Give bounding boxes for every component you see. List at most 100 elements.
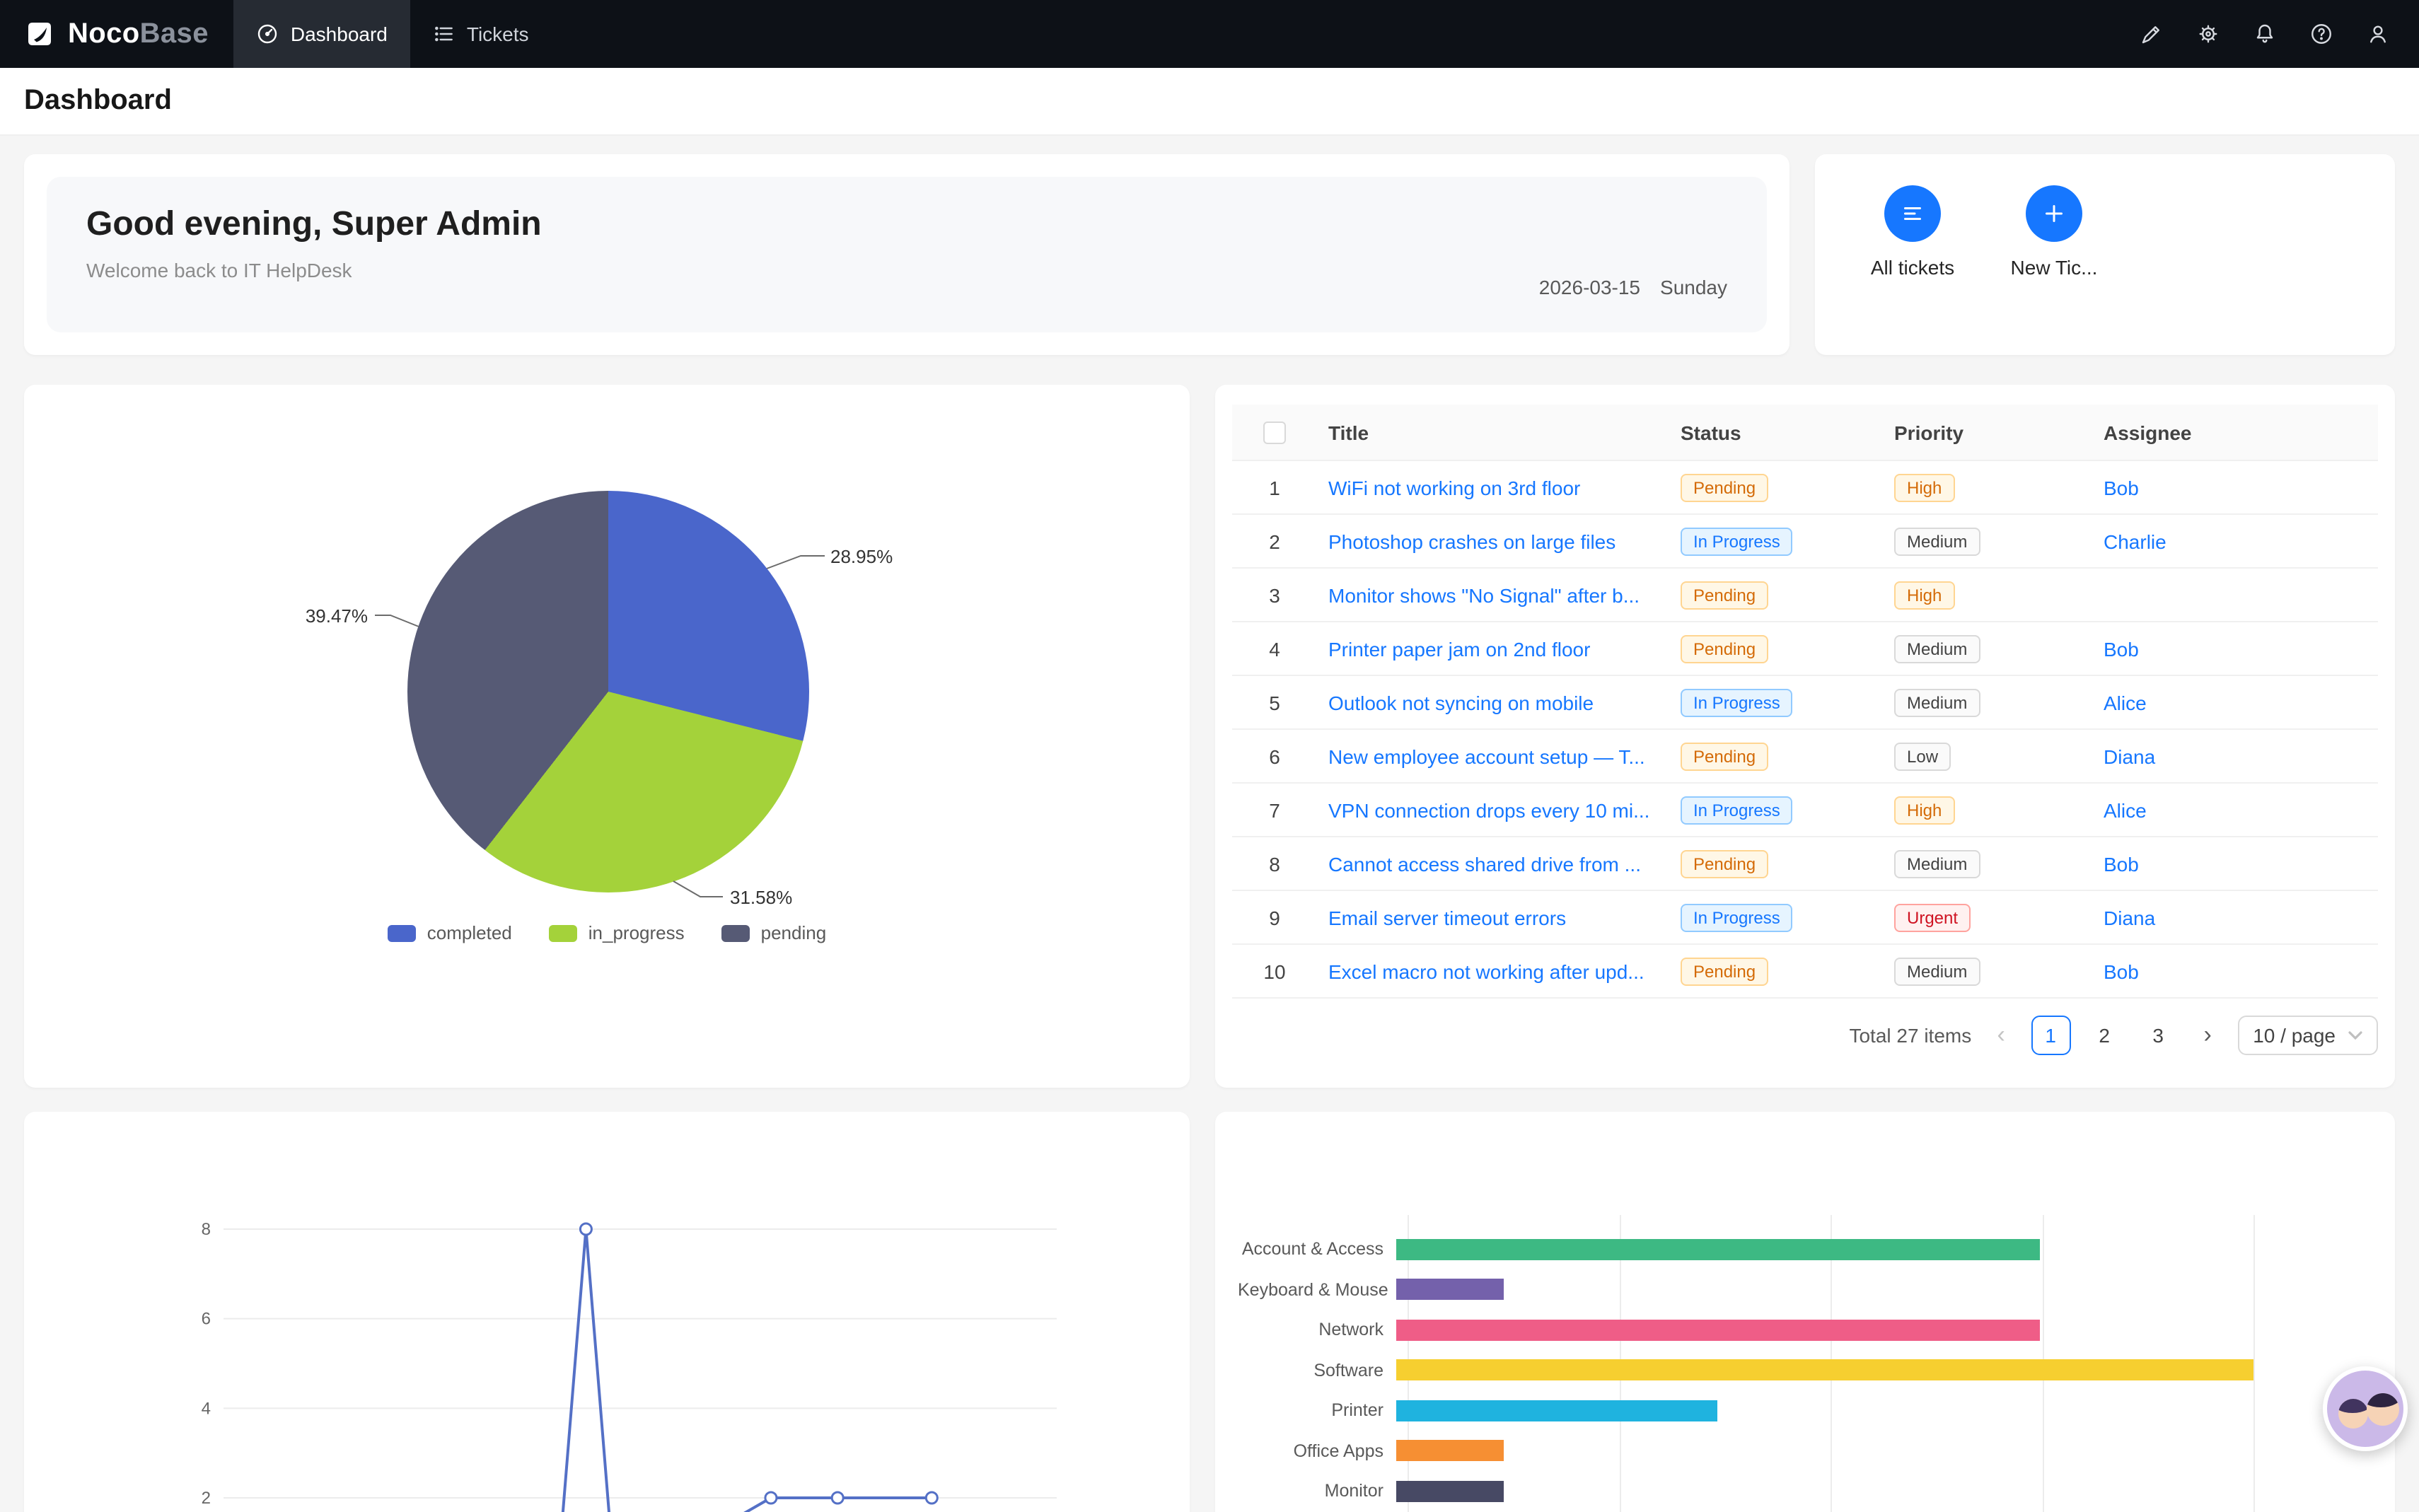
bar-segment[interactable] xyxy=(1396,1480,1504,1502)
bar-segment[interactable] xyxy=(1396,1319,2039,1341)
column-header-status[interactable]: Status xyxy=(1681,421,1741,443)
row-number: 8 xyxy=(1269,852,1280,875)
ticket-title-link[interactable]: Outlook not syncing on mobile xyxy=(1328,692,1594,715)
page-number-2[interactable]: 2 xyxy=(2099,1024,2110,1047)
ticket-title-link[interactable]: VPN connection drops every 10 mi... xyxy=(1328,799,1650,822)
bar-category-label: Account & Access xyxy=(1241,1239,1383,1260)
priority-badge: Low xyxy=(1894,742,1951,770)
status-badge: Pending xyxy=(1681,849,1769,878)
highlighter-icon[interactable] xyxy=(2139,21,2164,47)
row-number: 4 xyxy=(1269,637,1280,660)
page-size-value: 10 / page xyxy=(2253,1024,2336,1047)
ticket-title-link[interactable]: Cannot access shared drive from ... xyxy=(1328,853,1641,876)
row-number: 5 xyxy=(1269,691,1280,714)
table-row: 8 Cannot access shared drive from ... Pend… xyxy=(1232,837,2378,891)
brand-logo[interactable]: NocoBase xyxy=(0,17,234,51)
all-tickets-button[interactable]: All tickets xyxy=(1852,185,1973,355)
status-badge: Pending xyxy=(1681,581,1769,609)
bar-segment[interactable] xyxy=(1396,1359,2253,1381)
row-number: 9 xyxy=(1269,906,1280,929)
priority-badge: Urgent xyxy=(1894,903,1971,931)
select-all-checkbox[interactable] xyxy=(1263,421,1286,445)
assignee-link[interactable]: Bob xyxy=(2104,477,2139,500)
total-items-label: Total 27 items xyxy=(1849,1024,1972,1047)
pie-chart[interactable] xyxy=(407,491,809,892)
assignee-link[interactable]: Diana xyxy=(2104,907,2156,930)
column-header-title[interactable]: Title xyxy=(1328,421,1369,443)
row-number: 2 xyxy=(1269,530,1280,552)
table-row: 9 Email server timeout errors In Progress U… xyxy=(1232,891,2378,945)
page-number-1[interactable]: 1 xyxy=(2031,1016,2071,1055)
status-badge: Pending xyxy=(1681,473,1769,501)
priority-badge: Medium xyxy=(1894,957,1980,985)
brand-name: NocoBase xyxy=(68,18,209,49)
assignee-link[interactable]: Diana xyxy=(2104,745,2156,769)
avatar-face-icon xyxy=(2338,1399,2368,1429)
ticket-title-link[interactable]: Email server timeout errors xyxy=(1328,907,1567,930)
main-nav-tabs: Dashboard Tickets xyxy=(233,0,552,68)
table-row: 10 Excel macro not working after upd... Pe… xyxy=(1232,945,2378,999)
legend-item-completed[interactable]: completed xyxy=(387,922,512,943)
legend-swatch xyxy=(387,924,416,941)
settings-gear-icon[interactable] xyxy=(2195,21,2221,47)
chevron-down-icon xyxy=(2348,1031,2362,1040)
column-header-priority[interactable]: Priority xyxy=(1894,421,1964,443)
weekday-value: Sunday xyxy=(1660,276,1727,298)
help-icon[interactable] xyxy=(2309,21,2334,47)
ticket-title-link[interactable]: Monitor shows "No Signal" after b... xyxy=(1328,584,1640,607)
bar-row: Network xyxy=(1238,1310,2253,1350)
page-title: Dashboard xyxy=(24,85,172,116)
table-row: 3 Monitor shows "No Signal" after b... Pen… xyxy=(1232,569,2378,622)
row-number: 10 xyxy=(1263,960,1286,982)
legend-swatch xyxy=(721,924,750,941)
column-header-assignee[interactable]: Assignee xyxy=(2104,421,2192,443)
line-chart[interactable]: 8 6 4 2 xyxy=(24,1112,1190,1512)
legend-swatch xyxy=(548,924,577,941)
bar-category-label: Printer xyxy=(1331,1400,1383,1421)
new-ticket-button[interactable]: New Tic... xyxy=(1993,185,2115,355)
assistant-avatar-button[interactable] xyxy=(2323,1366,2408,1451)
nav-tab-dashboard[interactable]: Dashboard xyxy=(233,0,410,68)
status-badge: In Progress xyxy=(1681,688,1793,716)
tickets-status-pie-card: 28.95% 31.58% 39.47% completed in_progres… xyxy=(24,385,1190,1088)
bar-segment[interactable] xyxy=(1396,1400,1718,1421)
ticket-title-link[interactable]: WiFi not working on 3rd floor xyxy=(1328,477,1581,500)
navbar-actions xyxy=(2139,21,2419,47)
plus-icon xyxy=(2026,185,2082,242)
ticket-title-link[interactable]: Photoshop crashes on large files xyxy=(1328,530,1616,554)
table-row: 2 Photoshop crashes on large files In Prog… xyxy=(1232,515,2378,569)
assignee-link[interactable]: Alice xyxy=(2104,799,2147,822)
notification-bell-icon[interactable] xyxy=(2252,21,2278,47)
assignee-link[interactable]: Bob xyxy=(2104,853,2139,876)
bar-row: Software xyxy=(1238,1350,2253,1390)
assignee-link[interactable]: Bob xyxy=(2104,638,2139,661)
profile-user-icon[interactable] xyxy=(2365,21,2391,47)
pie-label-completed: 28.95% xyxy=(830,546,893,567)
ticket-title-link[interactable]: Excel macro not working after upd... xyxy=(1328,960,1644,984)
legend-item-pending[interactable]: pending xyxy=(721,922,826,943)
table-body: 1 WiFi not working on 3rd floor Pending Hig… xyxy=(1232,461,2378,999)
bar-row: Keyboard & Mouse xyxy=(1238,1269,2253,1310)
ticket-title-link[interactable]: Printer paper jam on 2nd floor xyxy=(1328,638,1591,661)
next-page-icon[interactable]: › xyxy=(2203,1021,2212,1048)
welcome-panel: Good evening, Super Admin Welcome back t… xyxy=(47,177,1767,332)
pie-label-in-progress: 31.58% xyxy=(730,887,792,908)
bar-segment[interactable] xyxy=(1396,1279,1504,1301)
page-number-3[interactable]: 3 xyxy=(2152,1024,2164,1047)
bar-segment[interactable] xyxy=(1396,1238,2039,1260)
bar-chart[interactable]: Account & Access Keyboard & Mouse Network S… xyxy=(1238,1215,2255,1512)
pie-legend: completed in_progress pending xyxy=(24,922,1190,943)
ticket-title-link[interactable]: New employee account setup — T... xyxy=(1328,745,1645,769)
prev-page-icon[interactable]: ‹ xyxy=(1997,1021,2005,1048)
assignee-link[interactable]: Alice xyxy=(2104,692,2147,715)
assignee-link[interactable]: Charlie xyxy=(2104,530,2166,554)
page-size-select[interactable]: 10 / page xyxy=(2237,1016,2378,1055)
bar-category-label: Software xyxy=(1313,1360,1383,1380)
nav-tab-tickets[interactable]: Tickets xyxy=(410,0,552,68)
table-row: 5 Outlook not syncing on mobile In Progres… xyxy=(1232,676,2378,730)
assignee-link[interactable]: Bob xyxy=(2104,960,2139,984)
nocobase-logo-icon xyxy=(23,17,57,51)
legend-item-in_progress[interactable]: in_progress xyxy=(548,922,685,943)
bar-segment[interactable] xyxy=(1396,1440,1504,1462)
priority-badge: Medium xyxy=(1894,849,1980,878)
